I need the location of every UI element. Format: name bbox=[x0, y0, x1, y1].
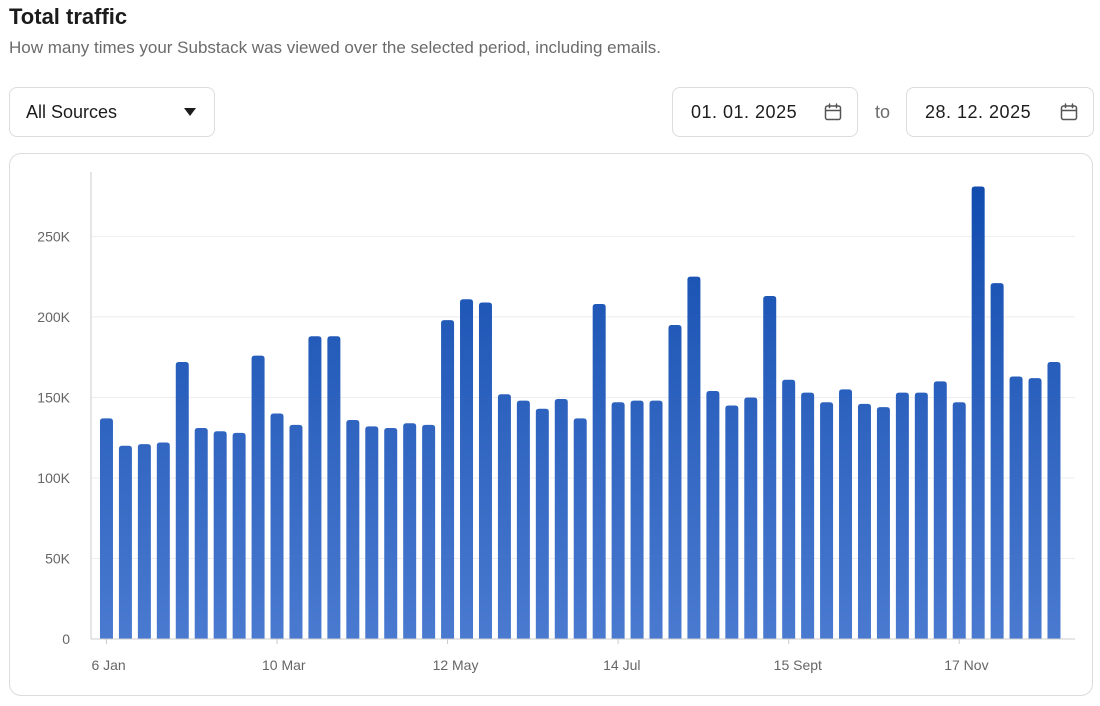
bar[interactable] bbox=[346, 419, 360, 639]
bar[interactable] bbox=[630, 400, 644, 639]
bar[interactable] bbox=[441, 320, 455, 639]
bar[interactable] bbox=[933, 381, 947, 639]
x-tick-label: 14 Jul bbox=[603, 657, 640, 673]
bar[interactable] bbox=[365, 426, 379, 639]
bar[interactable] bbox=[971, 186, 985, 639]
bar[interactable] bbox=[232, 432, 246, 639]
bar[interactable] bbox=[422, 424, 436, 639]
bar[interactable] bbox=[668, 324, 682, 639]
traffic-bar-chart: 0 50K 100K 150K 200K 250K 6 Jan 10 Mar 12 May 14 … bbox=[37, 172, 1075, 673]
x-tick-label: 12 May bbox=[433, 657, 479, 673]
bar[interactable] bbox=[478, 302, 492, 639]
bar[interactable] bbox=[839, 389, 853, 639]
bar[interactable] bbox=[592, 304, 606, 639]
calendar-icon[interactable] bbox=[823, 102, 843, 122]
bar[interactable] bbox=[744, 397, 758, 639]
source-dropdown[interactable]: All Sources bbox=[9, 87, 215, 137]
bar[interactable] bbox=[535, 408, 549, 639]
caret-down-icon bbox=[184, 108, 196, 116]
bar[interactable] bbox=[952, 402, 966, 639]
bar[interactable] bbox=[213, 431, 227, 639]
y-tick-label: 50K bbox=[45, 550, 71, 566]
bar[interactable] bbox=[649, 400, 663, 639]
bar[interactable] bbox=[118, 445, 132, 639]
bar[interactable] bbox=[782, 379, 796, 639]
bar[interactable] bbox=[990, 283, 1004, 639]
bar[interactable] bbox=[289, 424, 303, 639]
bar[interactable] bbox=[725, 405, 739, 640]
date-from-field[interactable]: 01. 01. 2025 bbox=[672, 87, 858, 137]
bar[interactable] bbox=[554, 399, 568, 639]
bar[interactable] bbox=[194, 428, 208, 639]
bar[interactable] bbox=[403, 423, 417, 639]
bar[interactable] bbox=[156, 442, 170, 639]
bar[interactable] bbox=[687, 276, 701, 639]
bar[interactable] bbox=[137, 444, 151, 639]
x-tick-label: 6 Jan bbox=[91, 657, 125, 673]
bar[interactable] bbox=[251, 355, 265, 639]
bar[interactable] bbox=[895, 392, 909, 639]
calendar-icon[interactable] bbox=[1059, 102, 1079, 122]
traffic-chart-card: 0 50K 100K 150K 200K 250K 6 Jan 10 Mar 12 May 14 … bbox=[9, 153, 1093, 696]
bar[interactable] bbox=[857, 403, 871, 639]
bar[interactable] bbox=[1028, 378, 1042, 639]
bar[interactable] bbox=[1047, 362, 1061, 639]
y-tick-label: 150K bbox=[37, 389, 70, 405]
bar[interactable] bbox=[384, 428, 398, 639]
bar[interactable] bbox=[270, 413, 284, 639]
bar[interactable] bbox=[516, 400, 530, 639]
date-from-value: 01. 01. 2025 bbox=[691, 101, 798, 122]
bar[interactable] bbox=[763, 295, 777, 639]
bar[interactable] bbox=[460, 299, 474, 639]
date-range-separator: to bbox=[875, 102, 891, 122]
bar[interactable] bbox=[801, 392, 815, 639]
date-to-field[interactable]: 28. 12. 2025 bbox=[906, 87, 1094, 137]
y-tick-label: 0 bbox=[62, 631, 70, 647]
date-to-value: 28. 12. 2025 bbox=[925, 101, 1032, 122]
y-tick-label: 250K bbox=[37, 228, 70, 244]
x-tick-label: 15 Sept bbox=[774, 657, 822, 673]
source-dropdown-value: All Sources bbox=[26, 101, 118, 122]
bar[interactable] bbox=[1009, 376, 1023, 639]
bar[interactable] bbox=[876, 407, 890, 639]
bar[interactable] bbox=[611, 402, 625, 639]
y-tick-label: 100K bbox=[37, 470, 70, 486]
y-tick-label: 200K bbox=[37, 309, 70, 325]
bar[interactable] bbox=[914, 392, 928, 639]
page-subtitle: How many times your Substack was viewed … bbox=[9, 38, 661, 57]
x-tick-label: 17 Nov bbox=[944, 657, 988, 673]
bar[interactable] bbox=[820, 402, 834, 639]
page-title: Total traffic bbox=[9, 4, 128, 29]
bar[interactable] bbox=[308, 336, 322, 639]
bar[interactable] bbox=[99, 418, 113, 639]
bar[interactable] bbox=[327, 336, 341, 639]
bar[interactable] bbox=[175, 362, 189, 639]
bar[interactable] bbox=[706, 391, 720, 639]
x-tick-label: 10 Mar bbox=[262, 657, 306, 673]
bar[interactable] bbox=[573, 418, 587, 639]
bar[interactable] bbox=[497, 394, 511, 639]
